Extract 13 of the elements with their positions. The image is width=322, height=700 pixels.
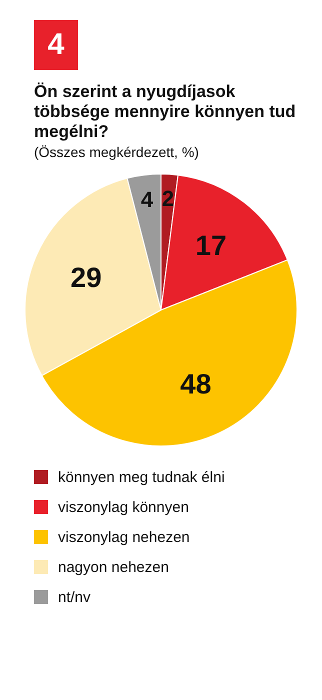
chart-title: Ön szerint a nyugdíjasok többsége mennyire könnyen tud megélni? (34, 82, 297, 142)
data-label: 2 (162, 186, 174, 212)
legend-label: könnyen meg tudnak élni (58, 468, 225, 486)
data-label: 48 (180, 368, 212, 400)
data-label: 29 (70, 262, 102, 294)
chart-subtitle: (Összes megkérdezett, %) (34, 144, 200, 160)
legend-label: viszonylag könnyen (58, 498, 189, 516)
legend-label: viszonylag nehezen (58, 528, 190, 546)
text: 4 (34, 20, 78, 70)
legend-label: nt/nv (58, 588, 91, 606)
data-label: 4 (140, 186, 154, 212)
data-label: 17 (195, 230, 227, 262)
legend-label: nagyon nehezen (58, 558, 169, 576)
